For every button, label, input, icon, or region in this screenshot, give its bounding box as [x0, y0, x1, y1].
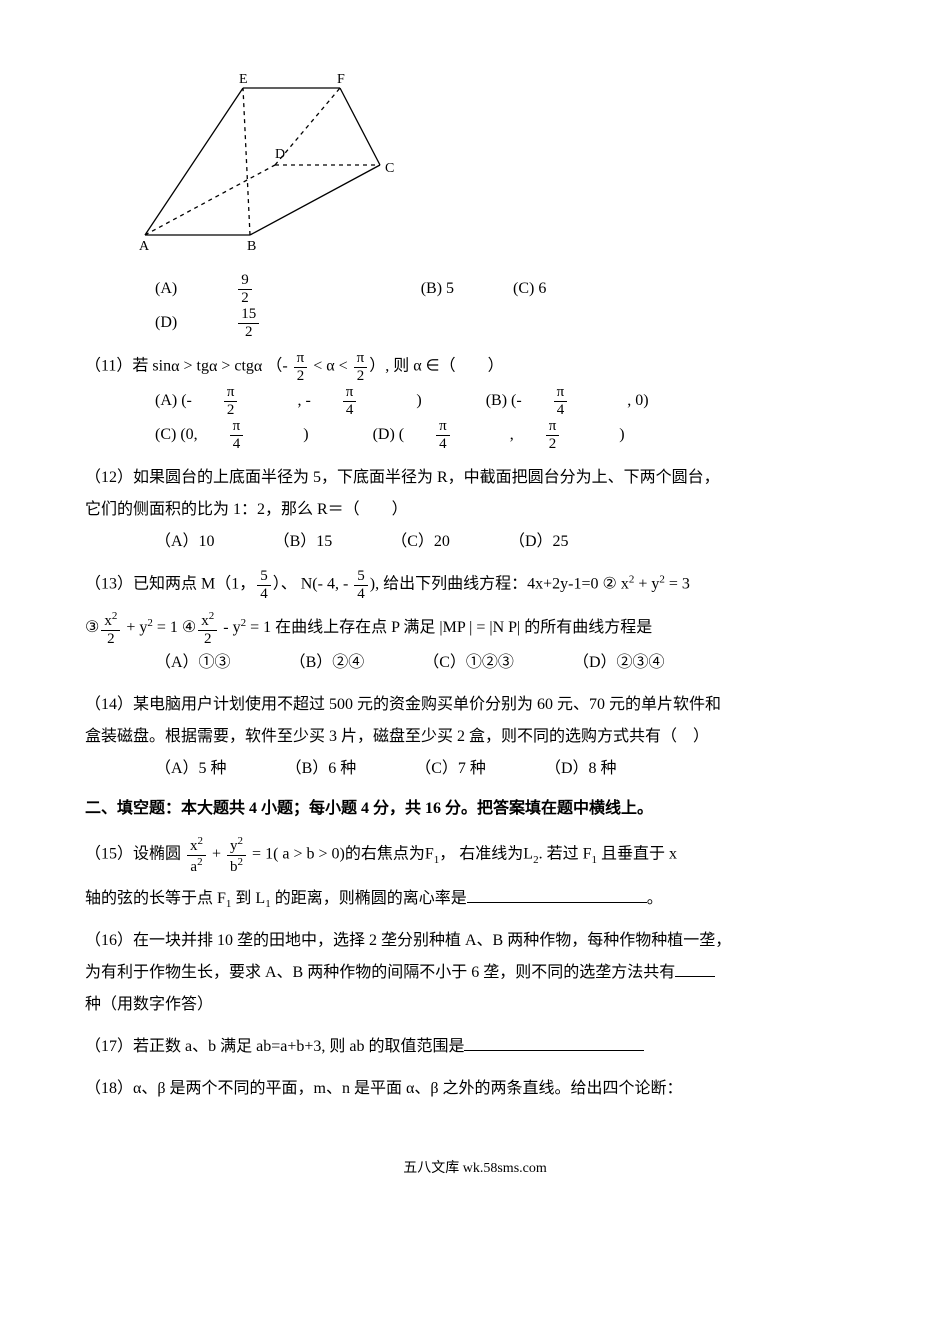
label-D: D — [275, 147, 285, 162]
q16-line3: 种（用数字作答） — [85, 989, 865, 1021]
q13-options: （A）①③ （B）②④ （C）①②③ （D）②③④ — [155, 647, 865, 679]
q10-options: (A) 92 (B) 5 (C) 6 (D) 152 — [155, 272, 865, 340]
q11-opt-A: (A) (- π2, - π4) — [155, 384, 452, 418]
q14-opt-D: （D）8 种 — [545, 753, 617, 785]
q11-opt-B: (B) (- π4, 0) — [486, 384, 679, 418]
q13-opt-C: （C）①②③ — [423, 647, 514, 679]
page-footer: 五八文库 wk.58sms.com — [85, 1155, 865, 1183]
q13-line2: ③x22 + y2 = 1 ④x22 - y2 = 1 在曲线上存在点 P 满足… — [85, 610, 865, 647]
q12-line1: （12）如果圆台的上底面半径为 5，下底面半径为 R，中截面把圆台分为上、下两个… — [85, 462, 865, 494]
label-E: E — [239, 72, 248, 87]
q14-opt-C: （C）7 种 — [415, 753, 486, 785]
label-F: F — [337, 72, 345, 87]
q14-line2: 盒装磁盘。根据需要，软件至少买 3 片，磁盘至少买 2 盒，则不同的选购方式共有… — [85, 721, 865, 753]
q11-options: (A) (- π2, - π4) (B) (- π4, 0) (C) (0, π… — [155, 384, 865, 452]
q14-line1: （14）某电脑用户计划使用不超过 500 元的资金购买单价分别为 60 元、70… — [85, 689, 865, 721]
q11-opt-C: (C) (0, π4) — [155, 418, 339, 452]
q12-opt-A: （A）10 — [155, 526, 215, 558]
q15-blank[interactable] — [467, 886, 647, 903]
q16: （16）在一块并排 10 垄的田地中，选择 2 垄分别种植 A、B 两种作物，每… — [85, 925, 865, 1021]
q12-opt-B: （B）15 — [274, 526, 333, 558]
geometry-diagram: A B C D E F — [125, 70, 865, 262]
q11-opt-D: (D) (π4, π2) — [373, 418, 655, 452]
q15-line2: 轴的弦的长等于点 F1 到 L1 的距离，则椭圆的离心率是。 — [85, 883, 865, 915]
q13-opt-B: （B）②④ — [290, 647, 365, 679]
q16-line2: 为有利于作物生长，要求 A、B 两种作物的间隔不小于 6 垄，则不同的选垄方法共… — [85, 957, 865, 989]
q10-opt-C: (C) 6 — [513, 273, 546, 305]
q17: （17）若正数 a、b 满足 ab=a+b+3, 则 ab 的取值范围是 — [85, 1031, 865, 1063]
q13: （13）已知两点 M（1，54）、 N(- 4, - 54), 给出下列曲线方程… — [85, 568, 865, 602]
section-2-title: 二、填空题：本大题共 4 小题；每小题 4 分，共 16 分。把答案填在题中横线… — [85, 793, 865, 825]
q17-blank[interactable] — [464, 1034, 644, 1051]
q10-opt-B: (B) 5 — [421, 273, 454, 305]
label-B: B — [247, 239, 256, 250]
q14-options: （A）5 种 （B）6 种 （C）7 种 （D）8 种 — [155, 753, 865, 785]
q13-opt-A: （A）①③ — [155, 647, 231, 679]
q14-opt-A: （A）5 种 — [155, 753, 227, 785]
q14: （14）某电脑用户计划使用不超过 500 元的资金购买单价分别为 60 元、70… — [85, 689, 865, 753]
q12: （12）如果圆台的上底面半径为 5，下底面半径为 R，中截面把圆台分为上、下两个… — [85, 462, 865, 526]
q14-opt-B: （B）6 种 — [286, 753, 357, 785]
label-C: C — [385, 161, 394, 176]
diagram-svg: A B C D E F — [125, 70, 425, 250]
q18: （18）α、β 是两个不同的平面，m、n 是平面 α、β 之外的两条直线。给出四… — [85, 1073, 865, 1105]
label-A: A — [139, 239, 150, 250]
q13-opt-D: （D）②③④ — [573, 647, 665, 679]
q12-line2: 它们的侧面积的比为 1：2，那么 R＝（ ） — [85, 494, 865, 526]
q12-opt-C: （C）20 — [391, 526, 450, 558]
q12-opt-D: （D）25 — [509, 526, 569, 558]
q10-opt-D: (D) 152 — [155, 306, 369, 340]
q11: （11）若 sinα > tgα > ctgα （- π2 < α < π2）,… — [85, 350, 865, 384]
q15: （15）设椭圆 x2a2 + y2b2 = 1( a > b > 0)的右焦点为… — [85, 835, 865, 875]
q10-opt-A: (A) 92 — [155, 272, 362, 306]
q12-options: （A）10 （B）15 （C）20 （D）25 — [155, 526, 865, 558]
q16-line1: （16）在一块并排 10 垄的田地中，选择 2 垄分别种植 A、B 两种作物，每… — [85, 925, 865, 957]
q16-blank[interactable] — [675, 960, 715, 977]
